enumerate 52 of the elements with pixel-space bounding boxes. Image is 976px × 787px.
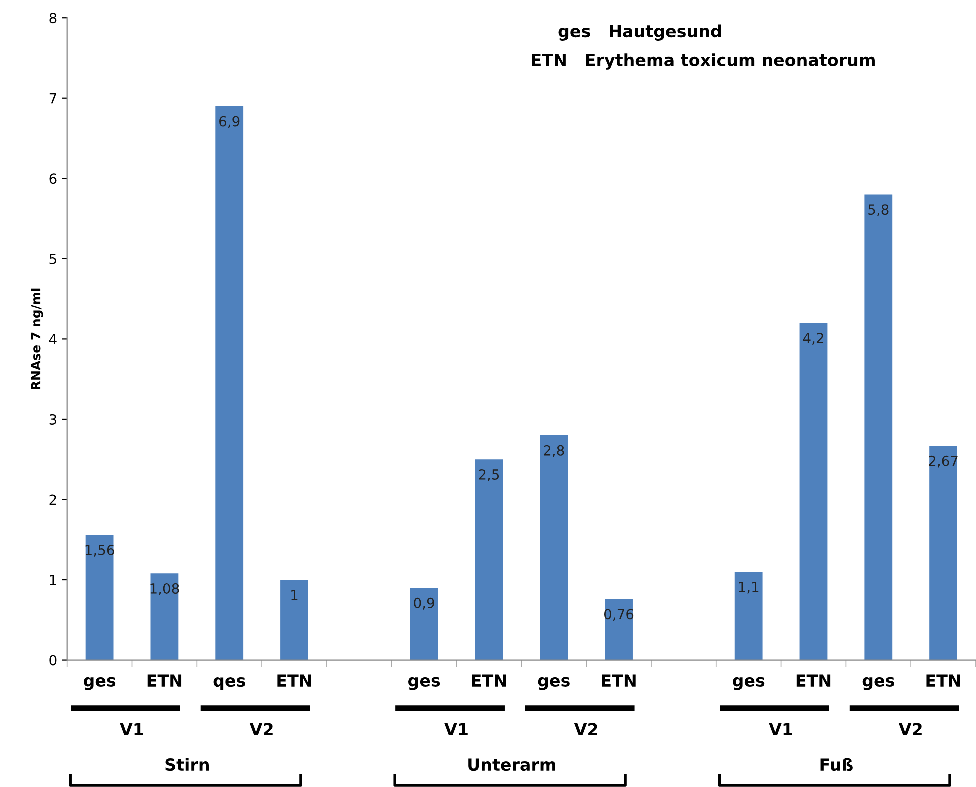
x-tick-label: ETN [472,674,506,687]
text: V2 [574,723,598,736]
bar [86,535,114,660]
text: Fuß [820,758,853,772]
y-tick-label: 0 [50,655,57,666]
x-tick-label: ETN [278,674,312,687]
bar [475,460,504,660]
bar [800,323,828,660]
text: V2 [250,723,273,736]
annotation: ges Hautgesund [558,24,722,41]
x-tick-label: ETN [602,674,636,687]
y-axis-title: RNAse 7 ng/ml [31,288,44,390]
x-tick-label: qes [214,678,246,690]
data-label: 5,8 [868,204,889,217]
text: Stirn [166,758,209,772]
x-tick-label: ges [538,677,570,690]
y-tick-label: 5 [50,254,56,264]
bar [216,106,244,660]
x-tick-label: ges [408,677,440,690]
x-tick-label: ges [862,677,894,690]
data-label: 6,9 [220,116,240,128]
x-tick-label: ges [84,677,116,690]
bar [280,580,308,660]
y-tick-label: 4 [49,334,57,344]
x-tick-label: ges [733,677,765,690]
text: V1 [444,723,468,736]
y-tick-label: 1 [50,575,56,586]
y-tick-label: 7 [50,94,56,104]
y-tick-label: 3 [50,414,57,425]
data-label: 0,9 [414,598,434,610]
text: V1 [769,723,792,736]
annotation: ETN Erythema toxicum neonatorum [532,54,875,70]
bar [734,572,763,660]
x-tick-label: ETN [148,674,182,687]
text: V2 [898,723,922,736]
text: Unterarm [468,758,556,772]
bar [864,194,893,660]
data-label: 4,2 [803,333,824,345]
x-tick-label: ETN [796,674,831,687]
data-label: 2,5 [479,469,500,482]
bar [410,588,438,660]
x-tick-label: ETN [926,674,960,687]
text: V1 [120,723,144,736]
data-label: 1,1 [739,582,759,594]
y-tick-label: 6 [50,174,57,184]
bar [150,574,179,660]
y-tick-label: 8 [50,13,57,24]
data-label: 1 [292,590,298,600]
y-tick-label: 2 [50,494,56,506]
bar [930,446,958,660]
data-label: 2,8 [544,445,564,458]
bar [540,436,568,660]
